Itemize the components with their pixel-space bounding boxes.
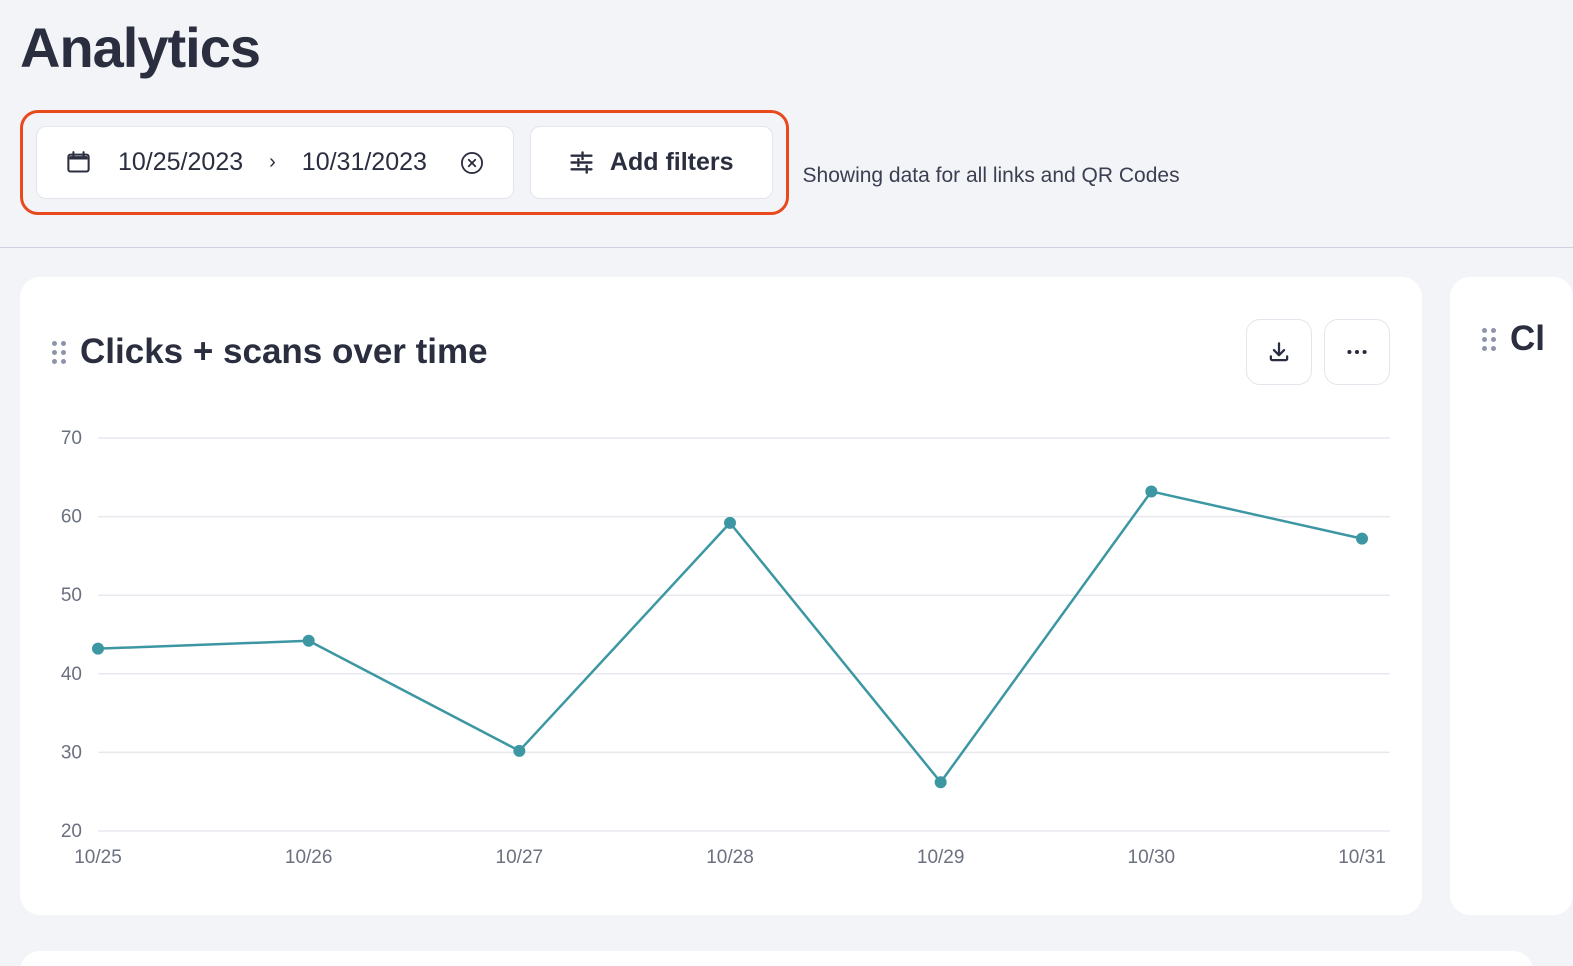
svg-text:50: 50 <box>61 585 82 606</box>
svg-text:40: 40 <box>61 664 82 685</box>
svg-text:10/31: 10/31 <box>1338 847 1386 868</box>
svg-text:10/29: 10/29 <box>917 847 965 868</box>
svg-text:70: 70 <box>61 428 82 449</box>
svg-text:10/26: 10/26 <box>285 847 333 868</box>
svg-text:30: 30 <box>61 742 82 763</box>
svg-text:10/25: 10/25 <box>74 847 122 868</box>
svg-text:10/27: 10/27 <box>496 847 544 868</box>
svg-text:10/28: 10/28 <box>706 847 754 868</box>
svg-text:20: 20 <box>61 821 82 842</box>
svg-text:60: 60 <box>61 507 82 528</box>
svg-text:10/30: 10/30 <box>1128 847 1176 868</box>
